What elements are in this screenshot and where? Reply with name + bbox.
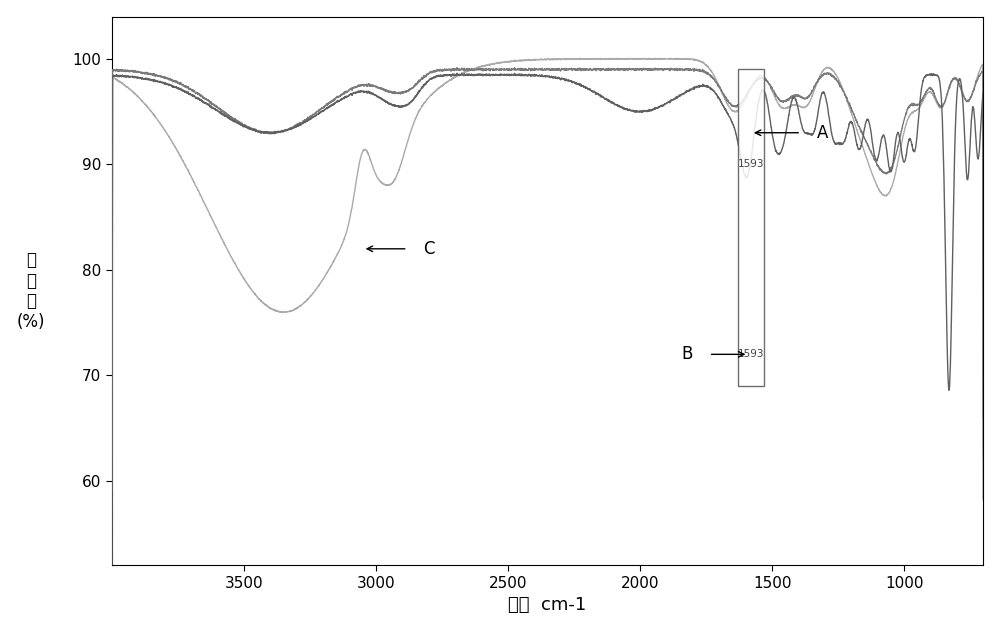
Text: A: A	[817, 124, 828, 142]
Bar	[738, 69, 764, 386]
Y-axis label: 透
过
率
(%): 透 过 率 (%)	[17, 251, 45, 331]
Text: C: C	[423, 240, 435, 258]
Text: 1593: 1593	[738, 160, 764, 169]
Text: 1593: 1593	[738, 350, 764, 359]
X-axis label: 波数  cm-1: 波数 cm-1	[508, 596, 587, 615]
Text: B: B	[681, 345, 693, 363]
